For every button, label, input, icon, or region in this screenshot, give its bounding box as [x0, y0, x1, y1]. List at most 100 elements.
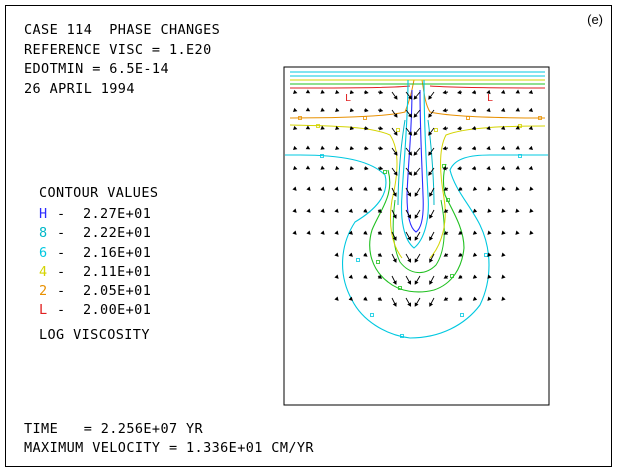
velocity-arrowhead [305, 89, 311, 94]
velocity-arrowhead [363, 230, 368, 235]
contour-marker [396, 128, 400, 132]
max-velocity-readout: MAXIMUM VELOCITY = 1.336E+01 CM/YR [24, 440, 314, 456]
velocity-arrowhead [458, 296, 463, 301]
edotmin: EDOTMIN = 6.5E-14 [24, 61, 169, 77]
legend-value: 2.27E+01 [83, 206, 152, 222]
velocity-arrowhead [414, 280, 419, 285]
contour-green [369, 163, 465, 293]
plot-label-low-left: L [345, 93, 351, 104]
velocity-arrowhead [472, 186, 478, 191]
velocity-arrowhead [529, 186, 534, 191]
velocity-arrowhead [471, 146, 476, 151]
velocity-arrowhead [457, 166, 462, 171]
legend-symbol: 6 [39, 244, 48, 261]
contour-red [289, 85, 546, 89]
velocity-arrowhead [364, 90, 369, 95]
velocity-arrowhead [472, 230, 478, 235]
contour-marker [383, 170, 387, 174]
legend-value: 2.11E+01 [83, 263, 152, 280]
velocity-arrowhead [393, 113, 398, 118]
contour-marker [370, 313, 374, 317]
legend-row: 4-2.11E+01 [39, 263, 158, 282]
contour-cyan-top [289, 71, 545, 77]
plot-frame [283, 66, 550, 406]
velocity-arrowhead [443, 296, 448, 301]
velocity-arrowhead [500, 165, 506, 170]
velocity-arrowhead [293, 145, 298, 150]
velocity-arrowhead [364, 146, 369, 151]
velocity-arrowhead [320, 165, 325, 170]
velocity-arrowhead [515, 165, 520, 170]
velocity-arrowhead [379, 90, 384, 95]
legend-symbol: 4 [39, 263, 48, 280]
legend-dash: - [57, 283, 66, 300]
velocity-arrowhead [407, 302, 412, 307]
contour-lines [285, 71, 548, 339]
velocity-arrowhead [429, 258, 434, 263]
contour-markers [298, 116, 542, 338]
velocity-arrowhead [305, 145, 311, 150]
legend-dash: - [57, 225, 66, 242]
legend-symbol: 8 [39, 225, 48, 242]
velocity-arrowhead [457, 90, 462, 95]
legend-row: 6-2.16E+01 [39, 244, 158, 263]
legend-symbol: L [39, 302, 48, 319]
velocity-arrowhead [429, 192, 434, 197]
legend-dash: - [57, 302, 66, 319]
velocity-arrowhead [392, 214, 397, 219]
velocity-arrowhead [442, 146, 447, 151]
velocity-arrowhead [487, 274, 492, 279]
velocity-arrowhead [292, 208, 297, 213]
contour-marker [538, 116, 542, 120]
velocity-arrowhead [442, 108, 447, 113]
velocity-arrowhead [429, 280, 434, 285]
velocity-arrowhead [413, 113, 418, 118]
velocity-arrowhead [515, 186, 520, 191]
legend-symbol: H [39, 206, 48, 222]
velocity-arrowhead [364, 108, 369, 113]
velocity-arrowhead [515, 125, 520, 130]
contour-marker [466, 116, 470, 120]
contour-marker [442, 164, 446, 168]
velocity-arrowhead [457, 126, 462, 131]
legend-row: 2-2.05E+01 [39, 282, 158, 301]
velocity-arrowhead [408, 113, 413, 118]
velocity-arrowhead [393, 95, 398, 100]
velocity-arrowhead [472, 252, 478, 257]
velocity-arrowhead [348, 252, 353, 257]
velocity-arrowhead [414, 258, 419, 263]
velocity-arrowhead [408, 171, 413, 176]
velocity-arrowhead [413, 95, 418, 100]
velocity-arrowhead [528, 107, 533, 112]
velocity-arrowhead [528, 125, 533, 130]
velocity-arrowhead [379, 108, 384, 113]
velocity-arrowhead [377, 296, 383, 301]
velocity-arrowhead [528, 145, 533, 150]
velocity-arrowhead [377, 230, 383, 235]
velocity-arrowhead [428, 171, 433, 176]
legend-dash: - [57, 206, 66, 222]
velocity-arrowhead [320, 89, 325, 94]
contour-marker [484, 253, 488, 257]
velocity-arrowhead [458, 208, 463, 213]
velocity-arrowhead [305, 107, 311, 112]
velocity-arrowhead [500, 107, 506, 112]
velocity-arrowhead [334, 186, 339, 191]
velocity-arrowhead [293, 89, 298, 94]
contour-marker [398, 286, 402, 290]
contour-marker [446, 198, 450, 202]
velocity-arrowhead [458, 230, 463, 235]
velocity-arrowhead [528, 89, 533, 94]
velocity-arrowhead [501, 208, 506, 213]
velocity-arrowhead [515, 89, 520, 94]
velocity-arrowhead [487, 230, 492, 235]
contour-marker [460, 313, 464, 317]
velocity-arrowhead [457, 108, 462, 113]
date: 26 APRIL 1994 [24, 80, 135, 97]
velocity-arrowhead [392, 258, 397, 263]
velocity-arrowhead [334, 208, 339, 213]
contour-marker [518, 124, 522, 128]
legend-dash: - [57, 263, 66, 280]
velocity-arrowhead [443, 274, 448, 279]
